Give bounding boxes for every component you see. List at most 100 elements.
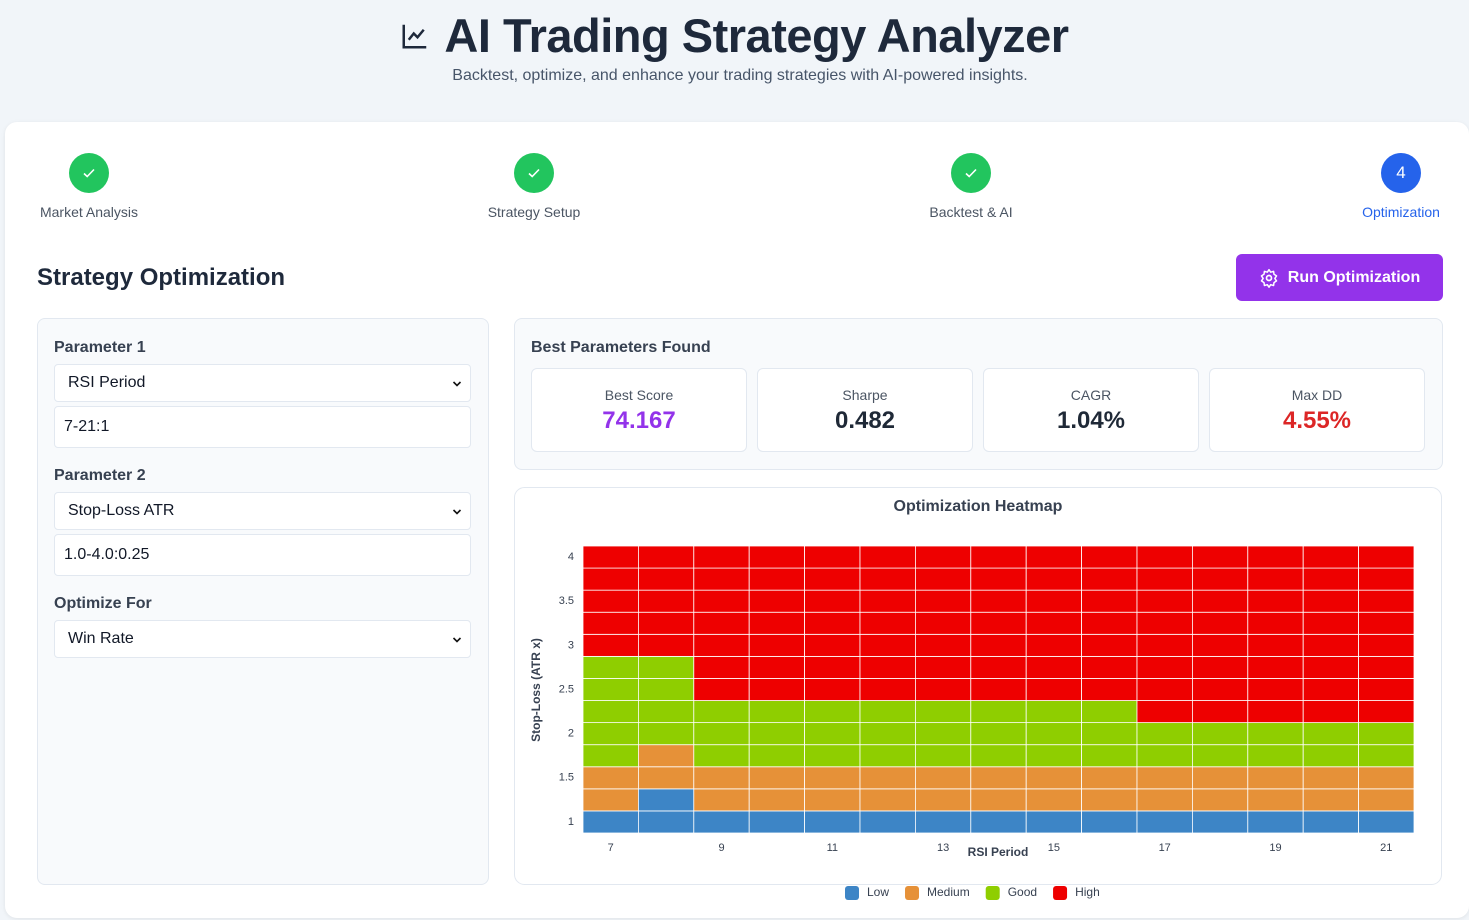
heatmap-cell bbox=[1025, 589, 1083, 613]
heatmap-cell bbox=[693, 633, 750, 657]
chart-title: Optimization Heatmap bbox=[894, 498, 1063, 515]
heatmap-cell bbox=[693, 744, 750, 768]
step-label: Strategy Setup bbox=[487, 204, 581, 220]
heatmap-cell bbox=[1358, 655, 1415, 679]
chevron bbox=[452, 381, 462, 387]
legend-swatch bbox=[1053, 886, 1068, 900]
y-tick-label: 4 bbox=[568, 551, 574, 563]
heatmap-cell bbox=[1247, 744, 1304, 768]
heatmap-cell bbox=[582, 567, 639, 591]
select-box[interactable]: Stop-Loss ATR bbox=[54, 492, 471, 530]
heatmap-cell bbox=[1025, 722, 1083, 746]
metric-value: 4.55% bbox=[1282, 407, 1352, 434]
heatmap-cell bbox=[1302, 722, 1360, 746]
step-label: Market Analysis bbox=[39, 204, 139, 220]
heatmap-cell bbox=[1302, 589, 1360, 613]
heatmap-cell bbox=[638, 655, 695, 679]
heatmap-cell bbox=[638, 589, 695, 613]
step-marker bbox=[951, 153, 991, 193]
heatmap-chart: Optimization Heatmap RSI Period Stop-Los… bbox=[514, 487, 1442, 900]
step-label: Optimization bbox=[1362, 204, 1440, 220]
heatmap-cell bbox=[859, 545, 916, 569]
heatmap-cell bbox=[638, 722, 695, 746]
heatmap-cell bbox=[638, 567, 695, 591]
button-label: Run Optimization bbox=[1287, 268, 1421, 286]
heatmap-cell bbox=[748, 678, 805, 701]
heatmap-cell bbox=[582, 545, 639, 569]
step-label: Backtest & AI bbox=[929, 204, 1013, 220]
select-box[interactable]: RSI Period bbox=[54, 364, 471, 402]
step-marker: 4 bbox=[1381, 153, 1421, 193]
heatmap-cell bbox=[1358, 589, 1415, 613]
heatmap-cell bbox=[970, 700, 1027, 724]
heatmap-cell bbox=[1192, 655, 1249, 679]
heatmap-cell bbox=[804, 589, 861, 613]
metric-card: Sharpe 0.482 bbox=[757, 368, 973, 452]
heatmap-cell bbox=[1025, 611, 1083, 635]
heatmap-cell bbox=[1302, 611, 1360, 635]
heatmap-cell bbox=[748, 766, 805, 790]
heatmap-cell bbox=[970, 567, 1027, 591]
heatmap-cell bbox=[1136, 567, 1193, 591]
heatmap-cell bbox=[859, 589, 916, 613]
y-tick-label: 1.5 bbox=[559, 772, 574, 784]
heatmap-cell bbox=[804, 655, 861, 679]
heatmap-cell bbox=[859, 611, 916, 635]
heatmap-cell bbox=[1302, 655, 1360, 679]
heatmap-cell bbox=[804, 788, 861, 812]
range-input[interactable]: 1.0-4.0:0.25 bbox=[54, 534, 471, 576]
heatmap-cell bbox=[914, 678, 972, 701]
step: 4 Optimization bbox=[1321, 153, 1469, 220]
heatmap-cell bbox=[1358, 788, 1415, 812]
heatmap-cell bbox=[970, 633, 1027, 657]
heatmap-cell bbox=[693, 678, 750, 701]
heatmap-cell bbox=[1136, 700, 1193, 724]
heatmap-cell bbox=[1025, 700, 1083, 724]
heatmap-cell bbox=[693, 589, 750, 613]
run-optimization-button[interactable]: Run Optimization bbox=[1236, 254, 1443, 301]
heatmap-cell bbox=[859, 633, 916, 657]
heatmap-cell bbox=[1136, 722, 1193, 746]
metric-card: Max DD 4.55% bbox=[1209, 368, 1425, 452]
step-marker bbox=[514, 153, 554, 193]
heatmap-cell bbox=[1192, 678, 1249, 701]
heatmap-cell bbox=[1302, 633, 1360, 657]
heatmap-cell bbox=[748, 810, 805, 834]
heatmap-cell bbox=[1302, 545, 1360, 569]
heatmap-cell bbox=[859, 722, 916, 746]
heatmap-cell bbox=[1247, 633, 1304, 657]
heatmap-cell bbox=[693, 810, 750, 834]
heatmap-cell bbox=[914, 700, 972, 724]
x-tick-label: 15 bbox=[1048, 842, 1060, 854]
header: AI Trading Strategy Analyzer bbox=[0, 8, 1469, 63]
heatmap-cell bbox=[1025, 633, 1083, 657]
legend-label: Good bbox=[1008, 885, 1037, 899]
heatmap-cell bbox=[582, 633, 639, 657]
heatmap-cell bbox=[804, 810, 861, 834]
metric-value: 0.482 bbox=[834, 407, 896, 434]
metric-value: 74.167 bbox=[602, 407, 676, 434]
heatmap-cell bbox=[859, 788, 916, 812]
heatmap-cell bbox=[1247, 545, 1304, 569]
heatmap-cell bbox=[1136, 744, 1193, 768]
heatmap-cell bbox=[1302, 788, 1360, 812]
heatmap-cell bbox=[1302, 700, 1360, 724]
heatmap-cell bbox=[1025, 744, 1083, 768]
heatmap-cell bbox=[1302, 810, 1360, 834]
heatmap-cell bbox=[582, 766, 639, 790]
heatmap-cell bbox=[804, 678, 861, 701]
heatmap-cell bbox=[1081, 589, 1138, 613]
step: Backtest & AI bbox=[891, 153, 1051, 220]
heatmap-cell bbox=[1136, 788, 1193, 812]
field-label: Parameter 2 bbox=[54, 467, 146, 484]
heatmap-cell bbox=[638, 766, 695, 790]
metric-card: Best Score 74.167 bbox=[531, 368, 747, 452]
heatmap-cell bbox=[859, 655, 916, 679]
heatmap-cell bbox=[1136, 810, 1193, 834]
heatmap-cell bbox=[582, 788, 639, 812]
heatmap-cell bbox=[1136, 655, 1193, 679]
range-input[interactable]: 7-21:1 bbox=[54, 406, 471, 448]
heatmap-cell bbox=[1192, 611, 1249, 635]
heatmap-cell bbox=[582, 678, 639, 701]
select-box[interactable]: Win Rate bbox=[54, 620, 471, 658]
